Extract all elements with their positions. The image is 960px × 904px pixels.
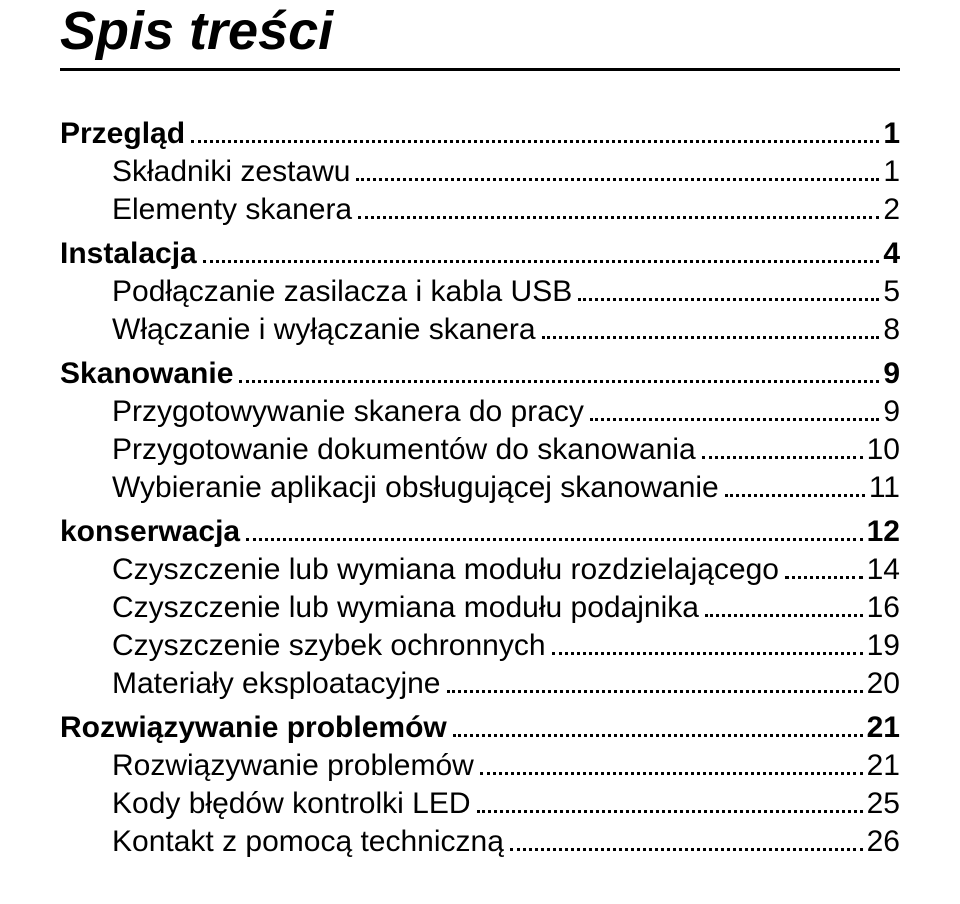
- toc-leader: [477, 810, 863, 813]
- toc-entry: Podłączanie zasilacza i kabla USB 5: [112, 275, 900, 309]
- toc-leader: [725, 494, 865, 497]
- toc-entry: Czyszczenie lub wymiana modułu podajnika…: [112, 591, 900, 625]
- toc-leader: [239, 380, 879, 383]
- page-title: Spis treści: [60, 0, 900, 62]
- toc-entry-page: 2: [883, 193, 900, 227]
- toc-entry-page: 25: [867, 787, 900, 821]
- toc-section-label: Instalacja: [60, 237, 197, 271]
- title-divider: [60, 68, 900, 71]
- toc-entry-label: Wybieranie aplikacji obsługującej skanow…: [112, 471, 719, 505]
- toc-entry: Przygotowywanie skanera do pracy 9: [112, 395, 900, 429]
- toc-entry-label: Czyszczenie lub wymiana modułu podajnika: [112, 591, 699, 625]
- toc-entry-page: 11: [869, 471, 900, 505]
- toc-entry: Elementy skanera 2: [112, 193, 900, 227]
- toc-section-header: Instalacja 4: [60, 237, 900, 271]
- toc-section-header: Przegląd 1: [60, 117, 900, 151]
- toc-entry-page: 5: [883, 275, 900, 309]
- toc-entry-label: Czyszczenie lub wymiana modułu rozdziela…: [112, 553, 779, 587]
- toc-section-label: Rozwiązywanie problemów: [60, 711, 447, 745]
- toc-leader: [191, 140, 879, 143]
- toc-section-page: 9: [883, 357, 900, 391]
- toc-entry: Materiały eksploatacyjne 20: [112, 667, 900, 701]
- toc-section-label: Przegląd: [60, 117, 185, 151]
- toc-leader: [590, 418, 879, 421]
- toc-leader: [480, 772, 863, 775]
- toc-entry-label: Elementy skanera: [112, 193, 352, 227]
- toc-entry-page: 21: [867, 749, 900, 783]
- toc-leader: [510, 848, 863, 851]
- toc-entry: Rozwiązywanie problemów 21: [112, 749, 900, 783]
- toc-entry: Kody błędów kontrolki LED 25: [112, 787, 900, 821]
- toc-section-page: 4: [883, 237, 900, 271]
- toc-entry-page: 8: [883, 313, 900, 347]
- toc-entry-page: 10: [867, 433, 900, 467]
- toc-entry-label: Przygotowanie dokumentów do skanowania: [112, 433, 696, 467]
- toc-section-label: konserwacja: [60, 515, 240, 549]
- toc-entry: Czyszczenie lub wymiana modułu rozdziela…: [112, 553, 900, 587]
- toc-entry: Włączanie i wyłączanie skanera 8: [112, 313, 900, 347]
- toc-entry-page: 20: [867, 667, 900, 701]
- toc-leader: [203, 260, 880, 263]
- toc-entry: Kontakt z pomocą techniczną 26: [112, 825, 900, 859]
- toc-section-header: Skanowanie 9: [60, 357, 900, 391]
- toc-section-page: 21: [867, 711, 900, 745]
- toc-entry-page: 1: [883, 155, 900, 189]
- toc-entry: Czyszczenie szybek ochronnych 19: [112, 629, 900, 663]
- toc-leader: [702, 456, 863, 459]
- toc-entry-label: Kody błędów kontrolki LED: [112, 787, 471, 821]
- toc-leader: [542, 336, 880, 339]
- toc-entry-label: Czyszczenie szybek ochronnych: [112, 629, 546, 663]
- toc-entry-label: Składniki zestawu: [112, 155, 350, 189]
- toc-body: Przegląd 1 Składniki zestawu 1 Elementy skan…: [60, 117, 900, 859]
- toc-leader: [246, 538, 863, 541]
- toc-entry: Przygotowanie dokumentów do skanowania 10: [112, 433, 900, 467]
- toc-entry-label: Podłączanie zasilacza i kabla USB: [112, 275, 572, 309]
- toc-leader: [358, 216, 879, 219]
- toc-page: Spis treści Przegląd 1 Składniki zestawu 1 E…: [0, 0, 960, 903]
- toc-leader: [578, 298, 879, 301]
- toc-section-page: 1: [883, 117, 900, 151]
- toc-entry-page: 19: [867, 629, 900, 663]
- toc-section-header: Rozwiązywanie problemów 21: [60, 711, 900, 745]
- toc-entry: Składniki zestawu 1: [112, 155, 900, 189]
- toc-entry-label: Rozwiązywanie problemów: [112, 749, 474, 783]
- toc-entry-page: 9: [883, 395, 900, 429]
- toc-entry: Wybieranie aplikacji obsługującej skanow…: [112, 471, 900, 505]
- toc-section-page: 12: [867, 515, 900, 549]
- toc-leader: [552, 652, 863, 655]
- toc-entry-page: 14: [867, 553, 900, 587]
- toc-entry-page: 26: [867, 825, 900, 859]
- toc-entry-page: 16: [867, 591, 900, 625]
- toc-section-label: Skanowanie: [60, 357, 233, 391]
- toc-entry-label: Kontakt z pomocą techniczną: [112, 825, 504, 859]
- toc-leader: [447, 690, 863, 693]
- toc-section-header: konserwacja 12: [60, 515, 900, 549]
- toc-leader: [356, 178, 879, 181]
- toc-entry-label: Przygotowywanie skanera do pracy: [112, 395, 584, 429]
- toc-leader: [705, 614, 863, 617]
- toc-entry-label: Materiały eksploatacyjne: [112, 667, 441, 701]
- toc-entry-label: Włączanie i wyłączanie skanera: [112, 313, 536, 347]
- toc-leader: [785, 576, 863, 579]
- toc-leader: [453, 734, 863, 737]
